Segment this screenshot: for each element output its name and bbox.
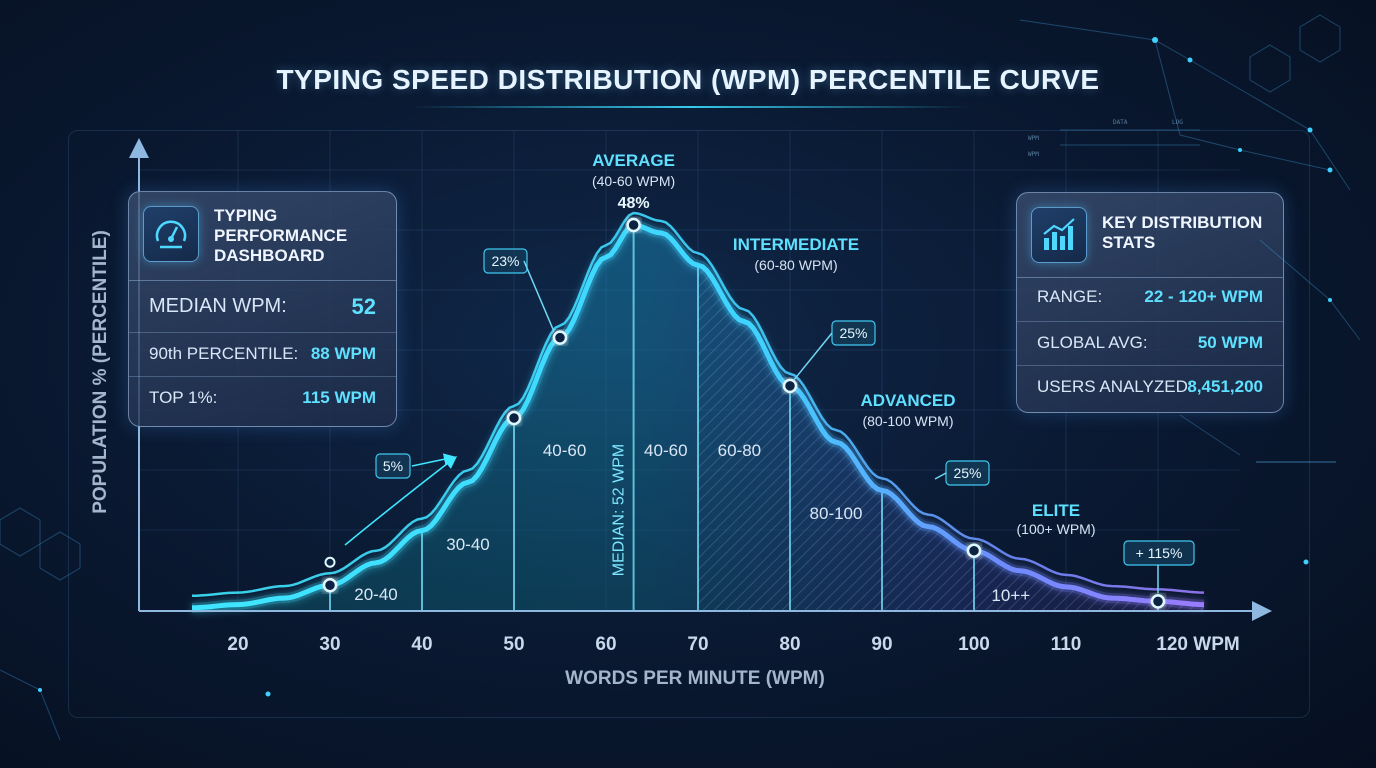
region-label: 40-60 <box>644 441 687 460</box>
x-tick-label: 30 <box>319 634 340 655</box>
callout-25b-leader <box>934 472 947 480</box>
callout-115-box <box>1123 540 1195 566</box>
row-label: GLOBAL AVG: <box>1037 333 1148 352</box>
stats-row: USERS ANALYZED: 8,451,200 <box>1017 365 1283 409</box>
dashboard-row: 90th PERCENTILE: 88 WPM <box>129 332 396 377</box>
row-label: TOP 1%: <box>149 388 218 407</box>
x-tick-label: 80 <box>779 634 800 655</box>
stats-header: KEY DISTRIBUTION STATS <box>1017 193 1283 278</box>
stats-row: RANGE: 22 - 120+ WPM <box>1017 275 1283 322</box>
callout-23-leader <box>523 260 555 332</box>
dashboard-header: TYPING PERFORMANCE DASHBOARD <box>129 192 396 281</box>
bar-chart-icon <box>1031 207 1087 263</box>
trend-arrow <box>344 456 458 546</box>
x-axis-label: WORDS PER MINUTE (WPM) <box>565 668 825 689</box>
row-value: 8,451,200 <box>1187 377 1263 396</box>
curve-marker <box>1150 594 1166 609</box>
callout-23-box <box>483 248 528 274</box>
x-tick-label: 40 <box>411 634 432 655</box>
row-value: 22 - 120+ WPM <box>1144 287 1263 306</box>
curve-main <box>191 222 1205 611</box>
row-value: 50 WPM <box>1197 333 1263 352</box>
x-tick-label: 90 <box>871 634 892 655</box>
page-title: TYPING SPEED DISTRIBUTION (WPM) PERCENTI… <box>276 64 1100 95</box>
speedometer-icon <box>143 206 199 262</box>
row-value: 115 WPM <box>302 388 376 407</box>
curve-line <box>191 211 1205 613</box>
outer-frame <box>68 130 1310 718</box>
category-name: ELITE <box>1032 501 1080 520</box>
region-label: 60-80 <box>718 441 761 460</box>
chart-labels: 20 30 40 50 60 70 80 90 100 110 120 WPM WORDS PER M… <box>90 151 1240 689</box>
region-label: 10++ <box>991 586 1030 605</box>
curve-marker <box>324 556 336 568</box>
deco-tag: DATA <box>1113 119 1128 126</box>
stats-row: GLOBAL AVG: 50 WPM <box>1017 321 1283 366</box>
callout-23-text: 23% <box>491 253 519 269</box>
callout-5-box <box>375 453 411 479</box>
row-label: 90th PERCENTILE: <box>149 344 299 363</box>
dashboard-title: TYPING PERFORMANCE DASHBOARD <box>214 206 348 265</box>
x-tick-label: 50 <box>503 634 524 655</box>
callout-25-leader <box>793 332 833 381</box>
stats-title: KEY DISTRIBUTION STATS <box>1102 213 1263 252</box>
curve-marker <box>626 217 641 233</box>
row-label: MEDIAN WPM: <box>149 295 287 317</box>
category-range: (60-80 WPM) <box>754 257 837 273</box>
callout-25-text: 25% <box>839 325 867 341</box>
median-label: MEDIAN: 52 WPM <box>611 444 628 576</box>
category-name: ADVANCED <box>860 391 955 410</box>
category-value: 48% <box>618 195 650 212</box>
dashboard-panel: TYPING PERFORMANCE DASHBOARD MEDIAN WPM:… <box>128 191 397 427</box>
curve-marker <box>506 410 522 426</box>
deco-tag: WPM <box>1028 151 1039 158</box>
dashboard-row: TOP 1%: 115 WPM <box>129 376 396 420</box>
curve-marker <box>782 378 798 394</box>
x-tick-label: 70 <box>687 634 708 655</box>
row-value: 88 WPM <box>310 344 376 363</box>
curve-hatch <box>698 265 1204 611</box>
stats-panel: KEY DISTRIBUTION STATS RANGE: 22 - 120+ … <box>1016 192 1284 413</box>
region-label: 80-100 <box>810 504 863 523</box>
curve-marker <box>966 543 982 558</box>
region-label: 20-40 <box>354 585 397 604</box>
callout-25b-text: 25% <box>953 465 981 481</box>
x-tick-label: 120 WPM <box>1156 634 1239 655</box>
curve-marker <box>552 330 568 345</box>
deco-tag: LOG <box>1172 119 1183 126</box>
row-label: USERS ANALYZED: <box>1037 377 1193 396</box>
callout-5-text: 5% <box>383 458 403 474</box>
category-range: (40-60 WPM) <box>592 173 675 189</box>
x-tick-label: 60 <box>595 634 616 655</box>
callout-5-arrow <box>411 453 456 467</box>
deco-tag: WPM <box>1028 135 1039 142</box>
category-range: (100+ WPM) <box>1017 521 1096 537</box>
x-tick-label: 110 <box>1051 634 1082 655</box>
curve-marker <box>322 578 338 593</box>
category-name: INTERMEDIATE <box>733 235 859 254</box>
y-axis-label: POPULATION % (PERCENTILE) <box>90 230 111 514</box>
x-tick-label: 20 <box>227 634 248 655</box>
row-value: 52 <box>351 294 376 319</box>
x-tick-label: 100 <box>958 634 990 655</box>
category-range: (80-100 WPM) <box>862 413 953 429</box>
region-label: 30-40 <box>446 535 489 554</box>
category-name: AVERAGE <box>592 151 675 170</box>
curve-echo <box>191 211 1205 598</box>
title-underline <box>410 106 970 108</box>
dashboard-row: MEDIAN WPM: 52 <box>129 280 396 333</box>
callout-115-text: + 115% <box>1136 545 1183 561</box>
row-label: RANGE: <box>1037 287 1103 306</box>
region-label: 40-60 <box>543 441 586 460</box>
